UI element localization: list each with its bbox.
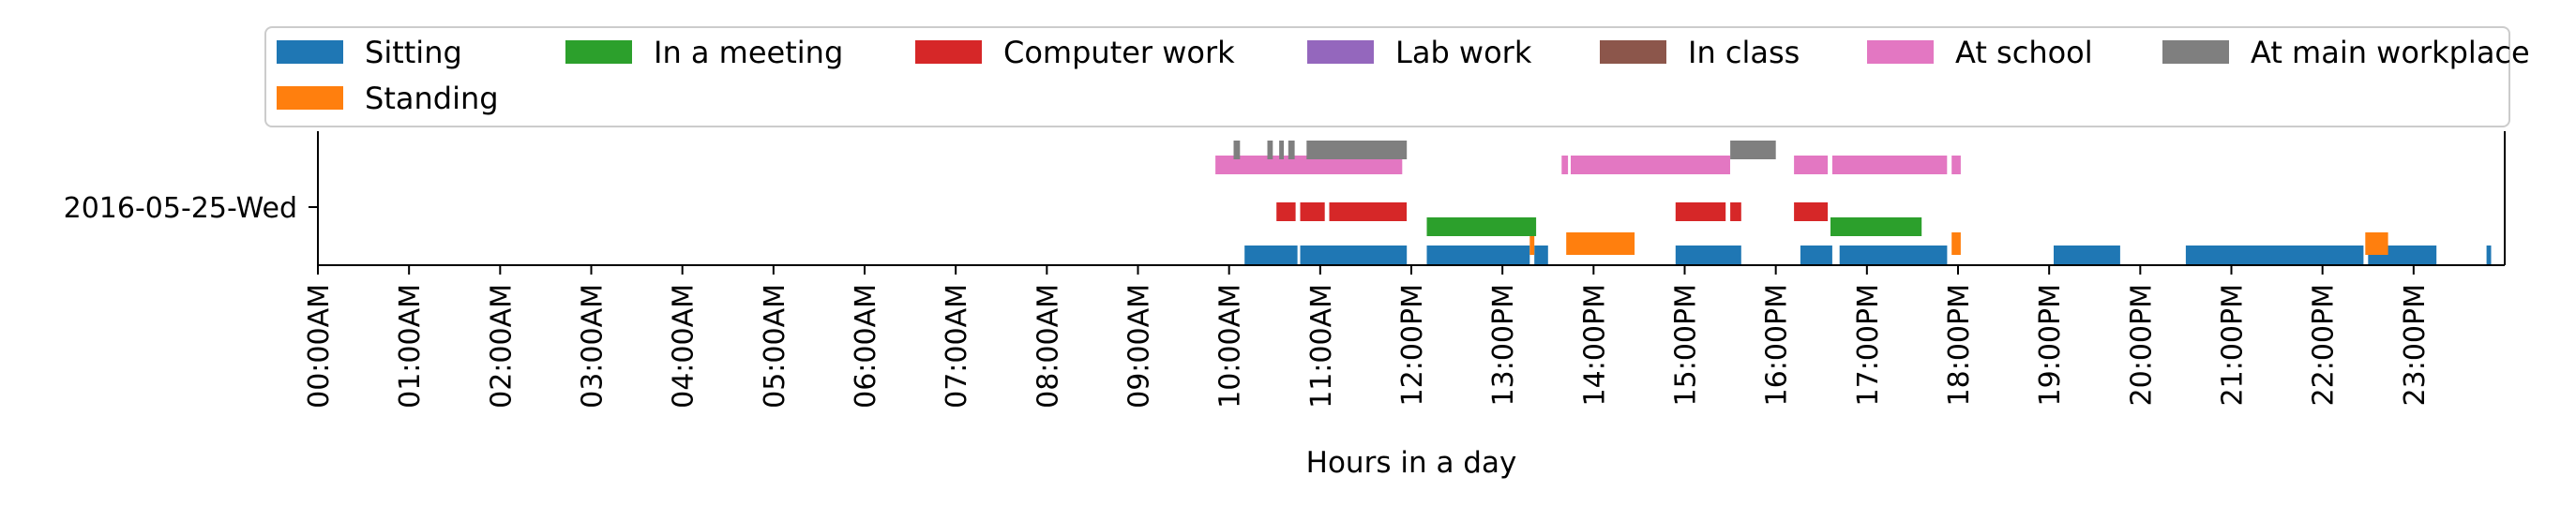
bar-at-main-workplace-4 <box>1306 141 1408 159</box>
bar-in-a-meeting-0 <box>1426 217 1537 236</box>
bar-sitting-8 <box>2185 246 2364 264</box>
x-tick-label: 00:00AM <box>303 284 336 409</box>
y-tick-label: 2016-05-25-Wed <box>64 192 297 225</box>
x-tick-label: 14:00PM <box>1578 284 1611 406</box>
legend-label-at-school: At school <box>1955 35 2093 70</box>
bar-at-school-0 <box>1215 156 1403 174</box>
x-tick-label: 07:00AM <box>941 284 973 409</box>
legend: Sitting Standing In a meeting Computer work… <box>264 26 2530 127</box>
bar-standing-0 <box>1529 232 1535 255</box>
bar-at-school-2 <box>1571 156 1730 174</box>
x-tick-label: 16:00PM <box>1761 284 1794 406</box>
x-axis: 00:00AM 01:00AM 02:00AM 03:00AM 04:00AM 05:00… <box>303 265 2432 409</box>
legend-label-at-main-workplace: At main workplace <box>2251 35 2530 70</box>
bar-sitting-7 <box>2054 246 2120 264</box>
bar-computer-work-3 <box>1675 202 1726 221</box>
bar-sitting-0 <box>1244 246 1298 264</box>
bar-computer-work-0 <box>1276 202 1296 221</box>
x-tick-label: 19:00PM <box>2034 284 2067 406</box>
bar-sitting-1 <box>1300 246 1408 264</box>
legend-swatch-at-main-workplace <box>2162 40 2229 64</box>
bar-at-school-1 <box>1561 156 1569 174</box>
legend-label-in-class: In class <box>1688 35 1800 70</box>
x-tick-label: 06:00AM <box>850 284 882 409</box>
x-tick-label: 09:00AM <box>1123 284 1156 409</box>
y-axis: 2016-05-25-Wed <box>64 192 318 225</box>
x-axis-title: Hours in a day <box>1306 446 1517 480</box>
bar-standing-3 <box>2365 232 2388 255</box>
bar-sitting-3 <box>1534 246 1548 264</box>
x-tick-label: 17:00PM <box>1852 284 1885 406</box>
legend-swatch-sitting <box>277 40 343 64</box>
bar-sitting-5 <box>1800 246 1832 264</box>
legend-label-lab-work: Lab work <box>1395 35 1532 70</box>
legend-label-in-a-meeting: In a meeting <box>654 35 843 70</box>
legend-label-standing: Standing <box>365 81 499 116</box>
bar-computer-work-1 <box>1300 202 1325 221</box>
x-tick-label: 22:00PM <box>2308 284 2341 406</box>
bar-at-main-workplace-3 <box>1288 141 1295 159</box>
x-tick-label: 11:00AM <box>1305 284 1338 409</box>
x-tick-label: 04:00AM <box>668 284 700 409</box>
bar-sitting-6 <box>1839 246 1948 264</box>
bar-sitting-4 <box>1675 246 1741 264</box>
x-tick-label: 03:00AM <box>577 284 610 409</box>
x-tick-label: 20:00PM <box>2125 284 2158 406</box>
legend-swatch-computer-work <box>915 40 982 64</box>
bar-at-main-workplace-5 <box>1730 141 1776 159</box>
bar-sitting-10 <box>2486 246 2492 264</box>
legend-label-computer-work: Computer work <box>1003 35 1235 70</box>
legend-frame <box>264 26 2510 127</box>
bar-standing-1 <box>1566 232 1635 255</box>
legend-swatch-at-school <box>1867 40 1934 64</box>
plot-area <box>317 131 2506 266</box>
bar-computer-work-4 <box>1730 202 1741 221</box>
x-tick-label: 18:00PM <box>1943 284 1976 406</box>
bar-at-main-workplace-2 <box>1279 141 1284 159</box>
x-tick-label: 23:00PM <box>2399 284 2432 406</box>
x-tick-label: 10:00AM <box>1214 284 1247 409</box>
bar-sitting-2 <box>1426 246 1530 264</box>
legend-swatch-lab-work <box>1307 40 1374 64</box>
legend-label-sitting: Sitting <box>365 35 462 70</box>
bar-computer-work-2 <box>1329 202 1408 221</box>
bar-at-school-3 <box>1794 156 1829 174</box>
legend-swatch-in-class <box>1600 40 1666 64</box>
x-tick-label: 08:00AM <box>1032 284 1064 409</box>
x-tick-label: 01:00AM <box>394 284 427 409</box>
legend-swatch-in-a-meeting <box>565 40 632 64</box>
x-tick-label: 05:00AM <box>759 284 791 409</box>
legend-swatch-standing <box>277 86 343 110</box>
x-tick-label: 15:00PM <box>1670 284 1703 406</box>
bar-standing-2 <box>1951 232 1961 255</box>
x-tick-label: 21:00PM <box>2217 284 2250 406</box>
bar-in-a-meeting-1 <box>1830 217 1922 236</box>
bar-at-school-5 <box>1951 156 1961 174</box>
bar-at-main-workplace-0 <box>1233 141 1241 159</box>
x-tick-label: 13:00PM <box>1487 284 1520 406</box>
bar-computer-work-5 <box>1794 202 1829 221</box>
bar-at-school-4 <box>1831 156 1948 174</box>
x-tick-label: 12:00PM <box>1396 284 1429 406</box>
x-tick-label: 02:00AM <box>485 284 518 409</box>
bar-at-main-workplace-1 <box>1267 141 1273 159</box>
